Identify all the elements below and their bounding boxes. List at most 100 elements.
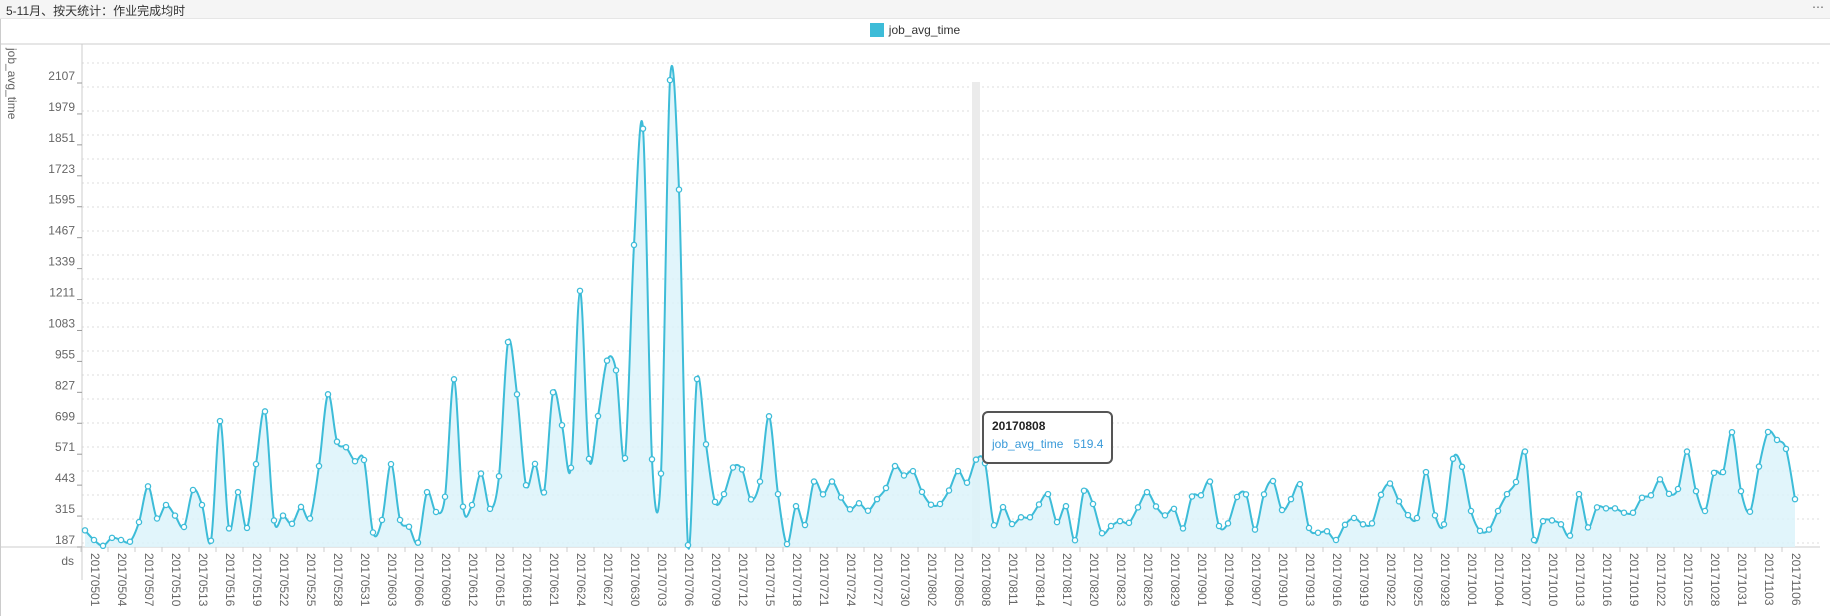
data-point[interactable] — [1485, 526, 1493, 533]
data-point[interactable] — [792, 502, 800, 510]
data-point[interactable] — [1755, 463, 1763, 470]
data-point[interactable] — [1089, 500, 1097, 508]
data-point[interactable] — [1467, 507, 1475, 515]
legend-item-job-avg-time[interactable]: job_avg_time — [869, 23, 960, 37]
data-point[interactable] — [1413, 514, 1421, 522]
data-point[interactable] — [630, 241, 638, 249]
data-point[interactable] — [1575, 490, 1583, 498]
data-point[interactable] — [585, 455, 593, 463]
data-point[interactable] — [1773, 436, 1781, 444]
data-point[interactable] — [1215, 522, 1223, 530]
data-point[interactable] — [1251, 526, 1259, 533]
data-point[interactable] — [1737, 487, 1745, 495]
data-point[interactable] — [441, 493, 449, 500]
data-point[interactable] — [1557, 521, 1565, 528]
data-point[interactable] — [1638, 494, 1646, 501]
data-point[interactable] — [963, 479, 971, 486]
data-point[interactable] — [459, 503, 467, 510]
data-point[interactable] — [1620, 509, 1628, 516]
data-point[interactable] — [648, 456, 656, 463]
data-point[interactable] — [252, 460, 260, 468]
data-point[interactable] — [1629, 509, 1637, 516]
data-point[interactable] — [1008, 520, 1016, 528]
data-point[interactable] — [1566, 532, 1574, 539]
data-point[interactable] — [1287, 495, 1295, 503]
data-point[interactable] — [1656, 476, 1664, 483]
data-point[interactable] — [1116, 517, 1124, 525]
data-point[interactable] — [477, 470, 485, 477]
data-point[interactable] — [432, 508, 440, 516]
data-point[interactable] — [1179, 525, 1187, 532]
data-point[interactable] — [1071, 536, 1079, 544]
data-point[interactable] — [882, 484, 890, 492]
data-point[interactable] — [1026, 514, 1034, 521]
data-point[interactable] — [270, 517, 278, 524]
data-point[interactable] — [666, 76, 674, 84]
data-point[interactable] — [810, 478, 818, 485]
data-point[interactable] — [1521, 448, 1529, 455]
data-point[interactable] — [1602, 505, 1610, 512]
data-point[interactable] — [1242, 491, 1250, 498]
data-point[interactable] — [774, 490, 782, 498]
data-point[interactable] — [324, 391, 332, 398]
data-point[interactable] — [288, 520, 296, 528]
data-point[interactable] — [1431, 512, 1439, 519]
data-point[interactable] — [972, 456, 980, 463]
data-point[interactable] — [621, 454, 629, 462]
data-point[interactable] — [531, 460, 539, 468]
data-point[interactable] — [1440, 521, 1448, 528]
data-point[interactable] — [1035, 501, 1043, 508]
data-point[interactable] — [927, 501, 935, 508]
data-point[interactable] — [342, 443, 350, 451]
data-point[interactable] — [1593, 504, 1601, 511]
data-point[interactable] — [486, 505, 494, 513]
data-point[interactable] — [990, 522, 998, 529]
data-point[interactable] — [189, 486, 197, 494]
data-point[interactable] — [1422, 468, 1430, 476]
data-point[interactable] — [549, 389, 557, 396]
data-point[interactable] — [1062, 502, 1070, 510]
data-point[interactable] — [747, 496, 755, 503]
data-point[interactable] — [1188, 493, 1196, 500]
data-point[interactable] — [891, 462, 899, 470]
data-point[interactable] — [333, 438, 341, 445]
data-point[interactable] — [216, 417, 224, 425]
data-point[interactable] — [1053, 518, 1061, 526]
data-point[interactable] — [1404, 511, 1412, 519]
data-point[interactable] — [1305, 524, 1313, 532]
data-point[interactable] — [99, 542, 107, 550]
data-point[interactable] — [1395, 498, 1403, 505]
data-point[interactable] — [936, 500, 944, 508]
data-point[interactable] — [918, 488, 926, 496]
data-point[interactable] — [1080, 487, 1088, 494]
data-point[interactable] — [1323, 528, 1331, 535]
data-point[interactable] — [603, 357, 611, 364]
data-point[interactable] — [873, 495, 881, 503]
data-point[interactable] — [540, 489, 548, 496]
data-point[interactable] — [567, 464, 575, 471]
data-point[interactable] — [1719, 468, 1727, 476]
data-point[interactable] — [1386, 480, 1394, 487]
data-point[interactable] — [945, 487, 953, 494]
data-point[interactable] — [675, 186, 683, 193]
data-point[interactable] — [729, 464, 737, 471]
data-point[interactable] — [1206, 478, 1214, 485]
data-point[interactable] — [1332, 536, 1340, 544]
data-point[interactable] — [495, 472, 503, 480]
data-point[interactable] — [513, 391, 521, 398]
data-point[interactable] — [144, 483, 152, 490]
data-point[interactable] — [90, 536, 98, 544]
data-point[interactable] — [1692, 487, 1700, 495]
data-point[interactable] — [1512, 478, 1520, 486]
data-point[interactable] — [1791, 495, 1799, 503]
data-point[interactable] — [1161, 512, 1169, 519]
data-point[interactable] — [1539, 517, 1547, 525]
data-point[interactable] — [405, 523, 413, 530]
data-point[interactable] — [423, 488, 431, 496]
data-point[interactable] — [468, 501, 476, 509]
data-point[interactable] — [153, 515, 161, 522]
data-point[interactable] — [198, 501, 206, 509]
data-point[interactable] — [1170, 505, 1178, 513]
data-point[interactable] — [135, 518, 143, 526]
data-point[interactable] — [117, 536, 125, 544]
